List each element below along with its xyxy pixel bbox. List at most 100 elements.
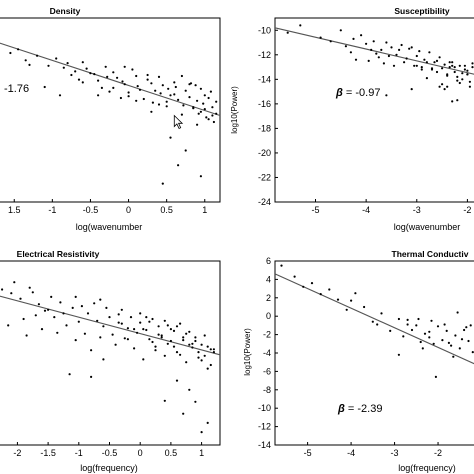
- electrical-resistivity-data-point: [123, 337, 126, 340]
- susceptibility-data-point: [420, 66, 423, 69]
- susceptibility-y-tick-label: -18: [258, 123, 271, 133]
- electrical-resistivity-data-point: [99, 298, 102, 301]
- electrical-resistivity-data-point: [28, 286, 31, 289]
- density-data-point: [9, 51, 12, 55]
- density-data-point: [188, 83, 191, 86]
- thermal-conductivity-data-point: [336, 298, 340, 301]
- susceptibility-data-point: [349, 51, 352, 54]
- susceptibility-data-point: [423, 58, 426, 61]
- electrical-resistivity-data-point: [102, 325, 105, 328]
- density-data-point: [188, 96, 191, 99]
- electrical-resistivity-data-point: [154, 345, 157, 348]
- thermal-conductivity-data-point: [443, 323, 446, 326]
- susceptibility-beta: β = -0.97: [335, 87, 380, 99]
- thermal-conductivity-y-tick-label: -12: [258, 422, 271, 432]
- density-data-point: [151, 101, 154, 104]
- thermal-conductivity-data-point: [469, 324, 472, 327]
- density-data-point: [119, 96, 122, 100]
- thermal-conductivity-data-point: [471, 351, 474, 354]
- susceptibility-data-point: [441, 83, 444, 86]
- susceptibility-data-point: [299, 24, 302, 27]
- density-data-point: [28, 63, 31, 66]
- electrical-resistivity-data-point: [179, 353, 182, 356]
- thermal-conductivity-y-tick-label: -14: [258, 440, 271, 450]
- electrical-resistivity-data-point: [182, 336, 185, 339]
- thermal-conductivity-data-point: [456, 311, 459, 314]
- electrical-resistivity-data-point: [22, 317, 25, 321]
- susceptibility-plot-area: [274, 17, 474, 203]
- electrical-resistivity-x-tick-label: 1: [199, 448, 204, 458]
- electrical-resistivity-data-point: [142, 328, 145, 331]
- density-data-point: [161, 182, 164, 185]
- thermal-conductivity-data-point: [421, 347, 424, 350]
- thermal-conductivity-data-point: [319, 293, 322, 296]
- density-data-point: [146, 73, 149, 77]
- density-regression-line: [0, 42, 221, 117]
- susceptibility-y-tick-label: -20: [258, 148, 271, 158]
- electrical-resistivity-data-point: [74, 295, 77, 298]
- density-data-point: [112, 86, 115, 89]
- electrical-resistivity-data-point: [31, 291, 34, 294]
- thermal-conductivity-data-point: [417, 317, 420, 321]
- density-data-point: [157, 75, 161, 78]
- susceptibility-data-point: [468, 80, 471, 83]
- density-data-point: [36, 54, 39, 57]
- thermal-conductivity-data-point: [460, 338, 464, 341]
- electrical-resistivity-data-point: [37, 303, 41, 306]
- thermal-conductivity-data-point: [450, 344, 453, 347]
- electrical-resistivity-data-point: [126, 338, 129, 341]
- electrical-resistivity-data-point: [160, 336, 163, 339]
- electrical-resistivity-data-point: [169, 328, 172, 331]
- thermal-conductivity-data-point: [302, 285, 305, 288]
- density-data-point: [108, 90, 111, 93]
- thermal-conductivity-data-point: [423, 332, 427, 335]
- density-data-point: [154, 89, 157, 92]
- susceptibility-data-point: [390, 46, 393, 49]
- thermal-conductivity-data-point: [452, 355, 455, 358]
- susceptibility-x-label: log(wavenumber: [394, 222, 461, 232]
- susceptibility-data-point: [463, 68, 466, 71]
- susceptibility-data-point: [375, 52, 378, 55]
- beta-equals: =: [343, 87, 356, 99]
- electrical-resistivity-data-point: [133, 328, 136, 331]
- susceptibility-data-point: [456, 99, 459, 102]
- electrical-resistivity-data-point: [194, 400, 197, 403]
- density-data-point: [62, 66, 65, 69]
- electrical-resistivity-fit-line: [0, 295, 221, 356]
- susceptibility-data-point: [451, 61, 454, 64]
- density-data-point: [209, 90, 212, 93]
- susceptibility-data-point: [458, 64, 461, 67]
- density-data-point: [157, 103, 161, 106]
- density-data-point: [142, 97, 145, 101]
- thermal-conductivity-data-point: [467, 339, 470, 343]
- electrical-resistivity-x-tick-label: -1.5: [40, 448, 56, 458]
- susceptibility-data-point: [413, 64, 416, 67]
- thermal-conductivity-data-point: [402, 335, 405, 338]
- density-data-point: [106, 75, 109, 78]
- electrical-resistivity-data-point: [157, 333, 160, 336]
- density-data-point: [203, 94, 206, 97]
- electrical-resistivity-data-point: [43, 309, 47, 312]
- susceptibility-data-point: [339, 29, 342, 32]
- susceptibility-data-point: [410, 46, 413, 49]
- susceptibility-regression-line: [274, 27, 474, 75]
- electrical-resistivity-x-tick-label: -2: [13, 448, 21, 458]
- density-data-point: [123, 65, 126, 68]
- electrical-resistivity-data-point: [200, 343, 203, 346]
- susceptibility-data-point: [403, 61, 406, 64]
- susceptibility-data-point: [441, 67, 444, 70]
- electrical-resistivity-data-point: [142, 358, 145, 361]
- density-data-point: [192, 106, 195, 109]
- density-data-point: [150, 110, 153, 113]
- density-data-point: [199, 87, 202, 90]
- thermal-conductivity-data-point: [397, 353, 400, 356]
- susceptibility-data-point: [319, 36, 322, 39]
- electrical-resistivity-regression-line: [0, 295, 221, 356]
- density-data-point: [112, 71, 115, 74]
- electrical-resistivity-data-point: [191, 346, 194, 349]
- beta-symbol: β: [335, 87, 343, 99]
- susceptibility-data-point: [365, 42, 368, 45]
- density-data-point: [173, 93, 176, 96]
- electrical-resistivity-data-point: [19, 297, 22, 300]
- susceptibility-data-point: [433, 61, 436, 64]
